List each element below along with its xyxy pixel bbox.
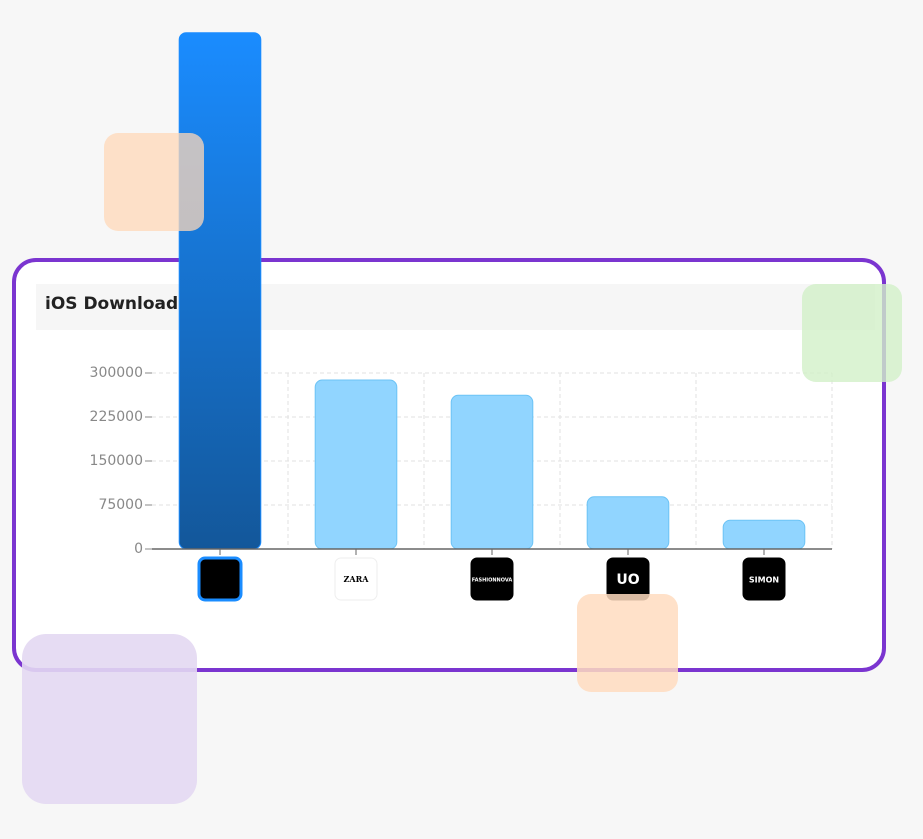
x-tick-label: UO: [616, 572, 639, 588]
header-bar: [36, 284, 875, 330]
y-tick-label: 150000: [90, 453, 143, 469]
y-tick-label: 225000: [90, 409, 143, 425]
x-tick-label: SIMON: [749, 576, 779, 585]
bar: [722, 519, 806, 550]
x-tick-label: ZARA: [344, 574, 370, 584]
y-tick-label: 75000: [98, 497, 143, 513]
decor-square: [577, 594, 678, 692]
bar: [586, 496, 670, 550]
y-tick-label: 0: [134, 541, 143, 557]
y-tick-label: 300000: [90, 365, 143, 381]
logo: [742, 557, 786, 601]
decor-square: [104, 133, 204, 231]
logo: [334, 557, 378, 601]
bar: [178, 32, 262, 550]
decor-square: [22, 634, 197, 804]
logo: [197, 556, 243, 602]
decor-square: [802, 284, 902, 382]
bar: [450, 394, 534, 550]
bar: [314, 379, 398, 550]
chart-title: iOS Downloads: [45, 294, 188, 314]
logo: [470, 557, 514, 601]
x-tick-label: FASHIONNOVA: [472, 578, 513, 584]
